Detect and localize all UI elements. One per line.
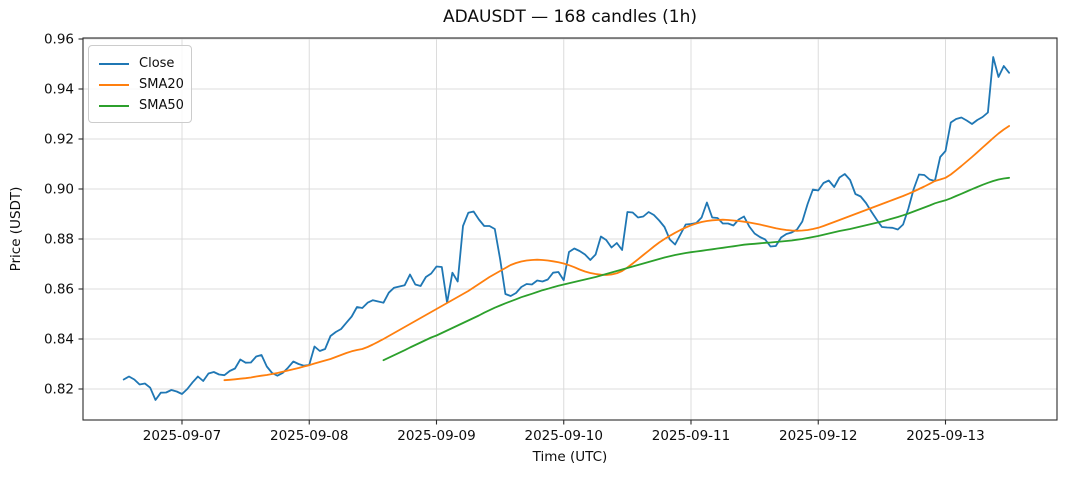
x-tick-label: 2025-09-11: [652, 428, 730, 444]
y-axis-label: Price (USDT): [8, 186, 24, 272]
y-tick-label: 0.86: [44, 282, 74, 298]
legend: Close SMA20 SMA50: [88, 45, 192, 123]
y-tick-label: 0.88: [44, 232, 74, 248]
sma20-line: [223, 125, 1010, 382]
x-tick-label: 2025-09-08: [270, 428, 348, 444]
chart-title: ADAUSDT — 168 candles (1h): [442, 7, 698, 27]
y-tick-label: 0.84: [44, 332, 74, 348]
legend-line-swatch: [99, 62, 129, 65]
x-tick-label: 2025-09-07: [143, 428, 221, 444]
x-axis-label: Time (UTC): [532, 449, 608, 465]
x-tick-label: 2025-09-10: [525, 428, 603, 444]
legend-item-sma20: SMA20: [99, 74, 184, 95]
sma50-line: [382, 176, 1010, 362]
y-tick-label: 0.94: [44, 82, 74, 98]
x-tick-label: 2025-09-09: [397, 428, 475, 444]
legend-label: Close: [139, 56, 175, 71]
y-tick-label: 0.82: [44, 382, 74, 398]
y-tick-label: 0.96: [44, 32, 74, 48]
x-tick-label: 2025-09-13: [906, 428, 984, 444]
legend-label: SMA50: [139, 98, 184, 113]
legend-label: SMA20: [139, 77, 184, 92]
legend-line-swatch: [99, 83, 129, 86]
legend-item-sma50: SMA50: [99, 95, 184, 116]
y-tick-label: 0.92: [44, 132, 74, 148]
axes-spines: [82, 37, 1058, 421]
x-tick-label: 2025-09-12: [779, 428, 857, 444]
close-line: [122, 56, 1010, 401]
legend-line-swatch: [99, 104, 129, 107]
legend-item-close: Close: [99, 53, 181, 74]
y-tick-label: 0.90: [44, 182, 74, 198]
